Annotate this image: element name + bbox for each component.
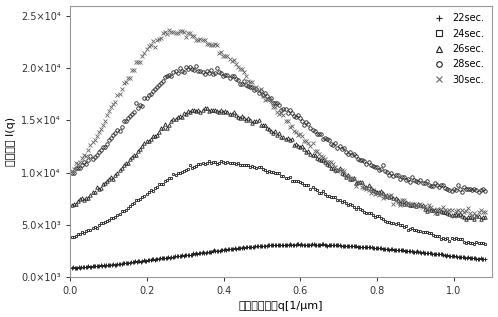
- Y-axis label: 散乱強度 I(q): 散乱強度 I(q): [5, 117, 15, 166]
- X-axis label: 散乱ベクトルq[1/μm]: 散乱ベクトルq[1/μm]: [239, 301, 323, 311]
- Legend: 22sec., 24sec., 26sec., 28sec., 30sec.: 22sec., 24sec., 26sec., 28sec., 30sec.: [426, 10, 488, 87]
